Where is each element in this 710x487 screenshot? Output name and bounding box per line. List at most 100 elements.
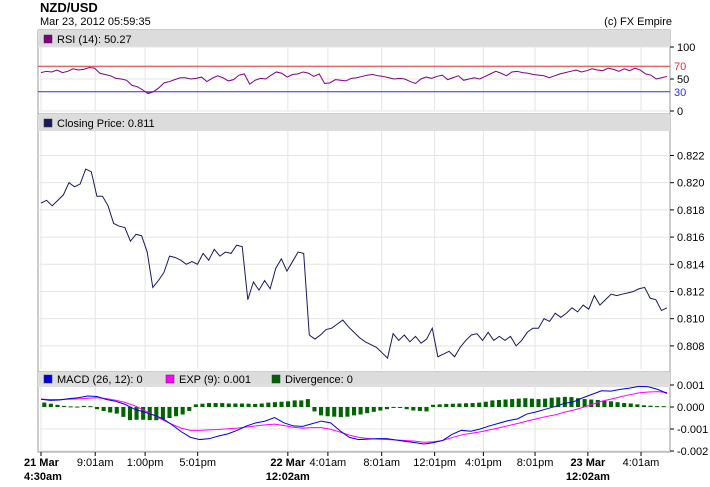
divergence-bar	[286, 401, 291, 407]
divergence-bar	[279, 401, 284, 407]
price-y-tick-label: 0.812	[677, 286, 705, 298]
x-tick-label: 9:01am	[77, 457, 114, 469]
divergence-bar	[523, 398, 528, 407]
divergence-bar	[371, 407, 376, 412]
divergence-bar	[94, 407, 100, 410]
divergence-bar	[384, 407, 389, 410]
divergence-bar	[391, 407, 396, 408]
divergence-bar	[180, 407, 185, 415]
macd-line	[40, 385, 668, 445]
rsi-series-line	[40, 66, 668, 95]
divergence-bar	[595, 399, 600, 407]
price-legend-band	[38, 114, 670, 131]
divergence-bar	[114, 407, 119, 414]
divergence-bar	[648, 405, 653, 407]
divergence-bar	[655, 406, 660, 408]
rsi-y-tick-label: 0	[677, 106, 683, 118]
divergence-bar	[437, 404, 442, 407]
divergence-bar	[193, 404, 198, 407]
divergence-bar	[200, 403, 205, 407]
timestamp: Mar 23, 2012 05:59:35	[40, 16, 151, 28]
divergence-bar	[358, 407, 363, 415]
divergence-bar	[470, 403, 475, 407]
divergence-bar	[266, 402, 271, 407]
divergence-bar	[463, 403, 469, 407]
divergence-bar	[220, 403, 225, 407]
divergence-bar	[319, 407, 324, 416]
divergence-bar	[68, 406, 73, 408]
rsi-legend-swatch	[43, 34, 53, 44]
divergence-bar	[141, 407, 146, 420]
price-y-tick-label: 0.808	[677, 341, 705, 353]
divergence-bar	[55, 404, 60, 407]
divergence-bar	[615, 402, 620, 407]
divergence-bar	[641, 405, 646, 407]
divergence-bar	[365, 407, 370, 414]
divergence-bar	[101, 407, 106, 411]
divergence-bar	[628, 403, 633, 407]
divergence-bar	[411, 407, 416, 411]
price-panel-frame	[37, 113, 671, 373]
exp-legend-label: EXP (9): 0.001	[179, 374, 251, 386]
exp-signal-line	[40, 391, 668, 443]
divergence-bar	[549, 397, 554, 407]
divergence-bar	[167, 407, 172, 418]
divergence-bar	[477, 402, 482, 407]
divergence-bar	[661, 406, 666, 408]
macd-y-tick-label: 0.000	[677, 402, 705, 414]
divergence-bar	[582, 399, 587, 407]
closing-price-line	[40, 168, 668, 360]
x-tick-label: 4:01pm	[465, 457, 502, 469]
divergence-legend-label: Divergence: 0	[285, 374, 353, 386]
price-y-tick-label: 0.818	[677, 205, 705, 217]
divergence-bar	[431, 404, 436, 407]
divergence-bar	[543, 398, 548, 407]
x-tick-label: 21 Mar	[24, 457, 60, 469]
rsi-ref-label: 30	[674, 87, 686, 99]
divergence-bar	[134, 407, 139, 420]
divergence-bar	[239, 403, 245, 407]
rsi-ref-label: 70	[674, 61, 686, 73]
rsi-legend-label: RSI (14): 50.27	[57, 34, 132, 46]
x-axis: 21 Mar 4:30am 9:01am 1:00pm 5:01pm 22 Mar 12:0…	[24, 452, 659, 483]
macd-y-tick-label: 0.001	[677, 380, 705, 392]
macd-y-axis: 0.001 0.000 -0.001 -0.002	[670, 380, 708, 458]
divergence-bar	[490, 400, 495, 407]
divergence-bar	[536, 399, 541, 407]
price-y-tick-label: 0.820	[677, 178, 705, 190]
divergence-bar	[602, 400, 607, 407]
divergence-bar	[312, 407, 317, 412]
x-tick-label: 4:01am	[310, 457, 347, 469]
divergence-bar	[503, 399, 508, 407]
copyright-credit: (c) FX Empire	[604, 16, 672, 28]
divergence-bar	[81, 405, 86, 407]
price-y-tick-label: 0.822	[677, 150, 705, 162]
price-y-tick-label: 0.816	[677, 232, 705, 244]
divergence-bar	[622, 403, 627, 407]
macd-y-tick-label: -0.002	[677, 446, 708, 458]
divergence-bar	[510, 399, 515, 407]
divergence-bar	[332, 407, 337, 417]
divergence-bar	[299, 400, 304, 407]
x-tick-label: 4:01am	[623, 457, 660, 469]
divergence-bar	[483, 401, 488, 407]
divergence-bar	[305, 399, 310, 407]
divergence-bar	[635, 404, 640, 407]
divergence-bar	[213, 403, 218, 407]
macd-legend-swatch	[43, 374, 53, 384]
divergence-bar	[378, 407, 383, 411]
x-tick-label: 5:01pm	[179, 457, 216, 469]
divergence-bar	[457, 403, 462, 407]
divergence-bar	[575, 398, 581, 407]
divergence-legend-swatch	[271, 374, 281, 384]
x-tick-label: 22 Mar	[270, 457, 306, 469]
divergence-bar	[154, 407, 159, 421]
divergence-bar	[62, 405, 67, 407]
divergence-bar	[444, 403, 449, 407]
divergence-bar	[417, 407, 422, 411]
divergence-bar	[292, 400, 297, 407]
macd-legend-label: MACD (26, 12): 0	[57, 374, 143, 386]
divergence-bar	[121, 407, 126, 417]
divergence-bar	[424, 407, 429, 412]
